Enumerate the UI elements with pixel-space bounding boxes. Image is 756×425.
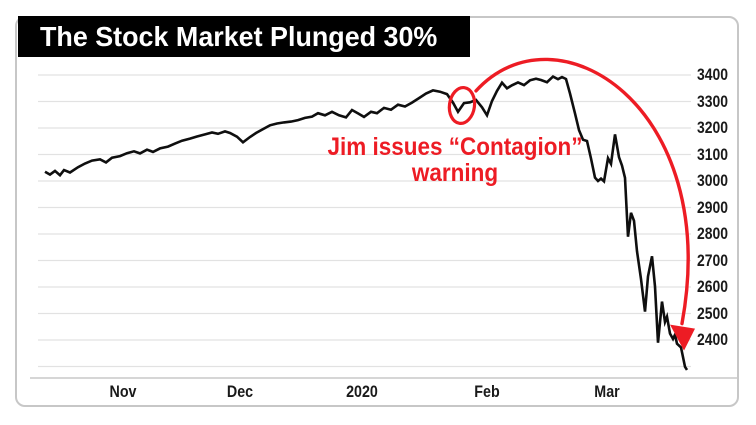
x-tick-2020: 2020 bbox=[346, 382, 378, 401]
y-tick-2800: 2800 bbox=[696, 224, 728, 243]
title-banner: The Stock Market Plunged 30% bbox=[18, 16, 470, 57]
callout-line2: warning bbox=[411, 158, 499, 187]
x-tick-dec: Dec bbox=[226, 382, 254, 401]
callout-line1: Jim issues “Contagion” bbox=[327, 132, 583, 161]
y-tick-2500: 2500 bbox=[696, 303, 728, 323]
y-tick-3000: 3000 bbox=[696, 171, 728, 190]
y-tick-2400: 2400 bbox=[696, 330, 728, 349]
plunge-arrow-head bbox=[669, 324, 695, 351]
y-tick-3300: 3300 bbox=[696, 91, 728, 111]
x-tick-nov: Nov bbox=[109, 382, 137, 401]
y-tick-2900: 2900 bbox=[696, 197, 728, 217]
callout-circle bbox=[447, 85, 477, 125]
y-tick-2600: 2600 bbox=[696, 277, 728, 296]
y-tick-3100: 3100 bbox=[696, 144, 728, 164]
y-tick-3200: 3200 bbox=[696, 118, 728, 137]
chart-title: The Stock Market Plunged 30% bbox=[40, 20, 438, 52]
contagion-warning-callout: Jim issues “Contagion” warning bbox=[327, 134, 582, 186]
x-tick-mar: Mar bbox=[594, 382, 620, 401]
y-tick-3400: 3400 bbox=[696, 65, 728, 84]
y-tick-2700: 2700 bbox=[696, 250, 728, 270]
chart-card bbox=[15, 16, 739, 407]
price-line bbox=[44, 75, 689, 371]
x-tick-feb: Feb bbox=[474, 382, 500, 401]
plunge-arrow-arc bbox=[474, 57, 690, 326]
